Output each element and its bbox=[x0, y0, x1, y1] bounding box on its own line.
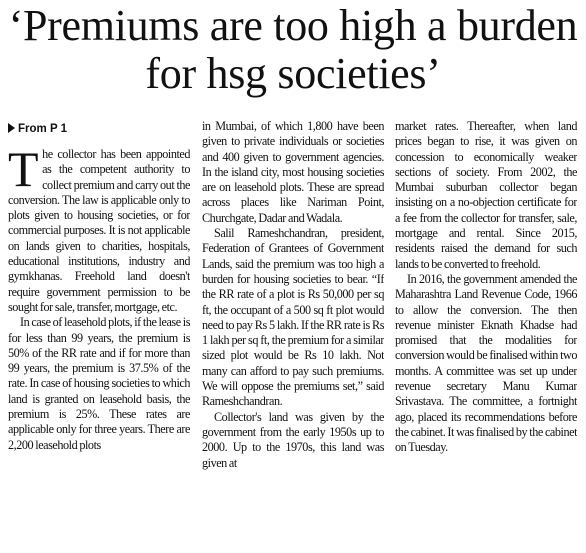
paragraph: in Mumbai, of which 1,800 have been give… bbox=[202, 119, 384, 225]
paragraph: market rates. Thereafter, when land pric… bbox=[395, 119, 577, 271]
paragraph: In 2016, the government amended the Maha… bbox=[395, 271, 577, 455]
jump-line: From P 1 bbox=[8, 123, 67, 135]
paragraph: In case of leasehold plots, if the lease… bbox=[8, 315, 190, 452]
column: The collector has been appointed as the … bbox=[8, 147, 190, 549]
jump-text: From P 1 bbox=[18, 123, 67, 135]
column: in Mumbai, of which 1,800 have been give… bbox=[202, 119, 384, 549]
column: market rates. Thereafter, when land pric… bbox=[395, 119, 577, 549]
arrow-icon bbox=[8, 123, 15, 133]
headline: ‘Premiums are too high a burden for hsg … bbox=[8, 1, 578, 98]
paragraph: The collector has been appointed as the … bbox=[8, 147, 190, 314]
paragraph: Collector's land was given by the govern… bbox=[202, 409, 384, 470]
paragraph: Salil Rameshchandran, president, Federat… bbox=[202, 226, 384, 409]
